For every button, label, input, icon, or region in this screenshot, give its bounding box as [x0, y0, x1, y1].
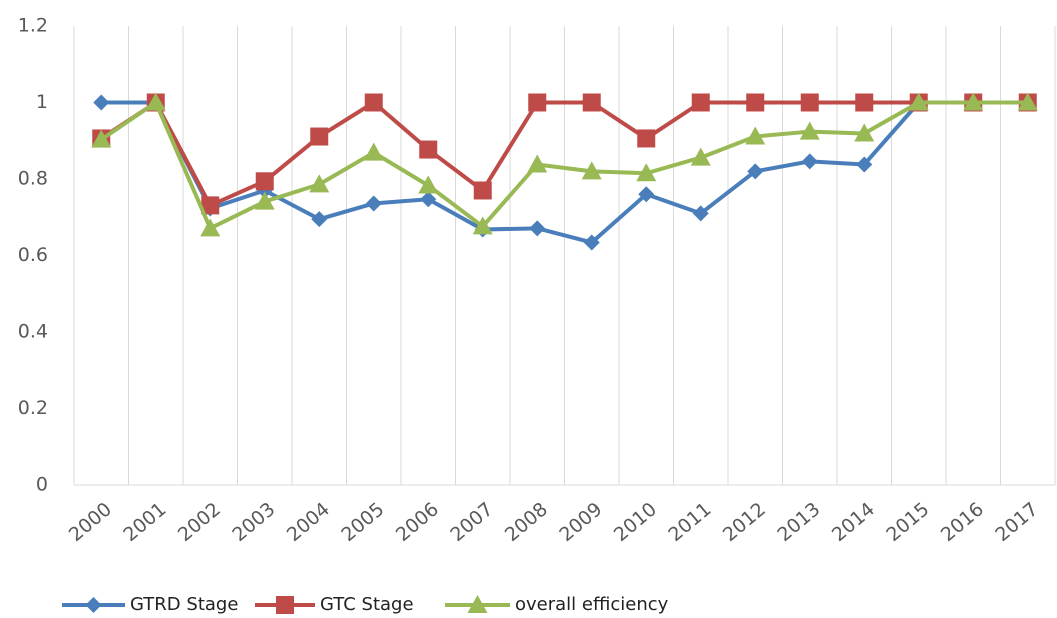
x-tick-label: 2014: [828, 498, 879, 546]
marker: [963, 92, 984, 111]
marker: [529, 220, 546, 237]
marker: [1017, 92, 1038, 111]
series-line: [100, 100, 1028, 208]
y-tick-label: 0: [36, 474, 48, 496]
x-tick-label: 2013: [773, 498, 824, 546]
marker: [636, 163, 657, 182]
marker: [201, 196, 220, 215]
marker: [365, 195, 382, 212]
marker: [582, 93, 601, 112]
marker: [855, 93, 874, 112]
marker: [581, 161, 602, 180]
x-tick-label: 2002: [174, 498, 225, 546]
legend-item: GTC Stage: [255, 594, 414, 615]
marker: [311, 211, 328, 228]
y-tick-label: 0.2: [18, 397, 48, 419]
x-tick-label: 2007: [446, 498, 497, 546]
marker: [908, 92, 929, 111]
x-tick-label: 2016: [937, 498, 988, 546]
y-tick-label: 1.2: [18, 15, 48, 37]
marker: [420, 191, 437, 208]
x-tick-label: 2011: [664, 498, 715, 546]
y-tick-label: 0.4: [18, 321, 48, 343]
marker: [799, 121, 820, 140]
marker: [746, 93, 765, 112]
marker: [473, 181, 492, 200]
marker: [637, 129, 656, 148]
marker: [200, 218, 221, 237]
x-tick-label: 2010: [610, 498, 661, 546]
series-line: [100, 100, 1028, 231]
marker: [800, 93, 819, 112]
y-tick-label: 0.6: [18, 244, 48, 266]
marker: [854, 123, 875, 142]
marker: [145, 92, 166, 111]
x-tick-label: 2015: [882, 498, 933, 546]
marker: [91, 129, 112, 148]
x-tick-label: 2006: [392, 498, 443, 546]
marker: [691, 93, 710, 112]
x-tick-label: 2008: [501, 498, 552, 546]
series-line: [101, 100, 1028, 245]
marker: [472, 216, 493, 235]
marker: [690, 147, 711, 166]
marker: [801, 153, 818, 170]
marker: [745, 126, 766, 145]
marker: [419, 140, 438, 159]
legend-label: overall efficiency: [515, 594, 669, 615]
marker: [255, 172, 274, 191]
marker: [85, 597, 102, 613]
series: [91, 92, 1038, 237]
marker: [310, 127, 329, 146]
marker: [364, 93, 383, 112]
legend-item: GTRD Stage: [62, 594, 238, 615]
marker: [363, 142, 384, 161]
marker: [528, 93, 547, 112]
x-tick-label: 2005: [337, 498, 388, 546]
marker: [467, 595, 488, 613]
x-tick-label: 2009: [555, 498, 606, 546]
x-tick-label: 2003: [228, 498, 279, 546]
y-tick-label: 0.8: [18, 168, 48, 190]
x-tick-label: 2000: [65, 498, 116, 546]
legend-label: GTC Stage: [320, 594, 414, 615]
marker: [527, 154, 548, 173]
marker: [638, 186, 655, 203]
legend-item: overall efficiency: [445, 594, 669, 615]
marker: [93, 94, 110, 111]
marker: [276, 596, 294, 614]
marker: [583, 234, 600, 251]
x-tick-label: 2001: [119, 498, 170, 546]
legend-label: GTRD Stage: [130, 594, 238, 615]
x-tick-label: 2012: [719, 498, 770, 546]
marker: [692, 205, 709, 222]
y-tick-label: 1: [36, 91, 48, 113]
marker: [856, 156, 873, 173]
marker: [309, 174, 330, 193]
series: [92, 93, 1037, 215]
x-tick-label: 2017: [991, 498, 1042, 546]
marker: [418, 175, 439, 194]
marker: [747, 163, 764, 180]
marker: [254, 191, 275, 210]
x-tick-label: 2004: [283, 498, 334, 546]
